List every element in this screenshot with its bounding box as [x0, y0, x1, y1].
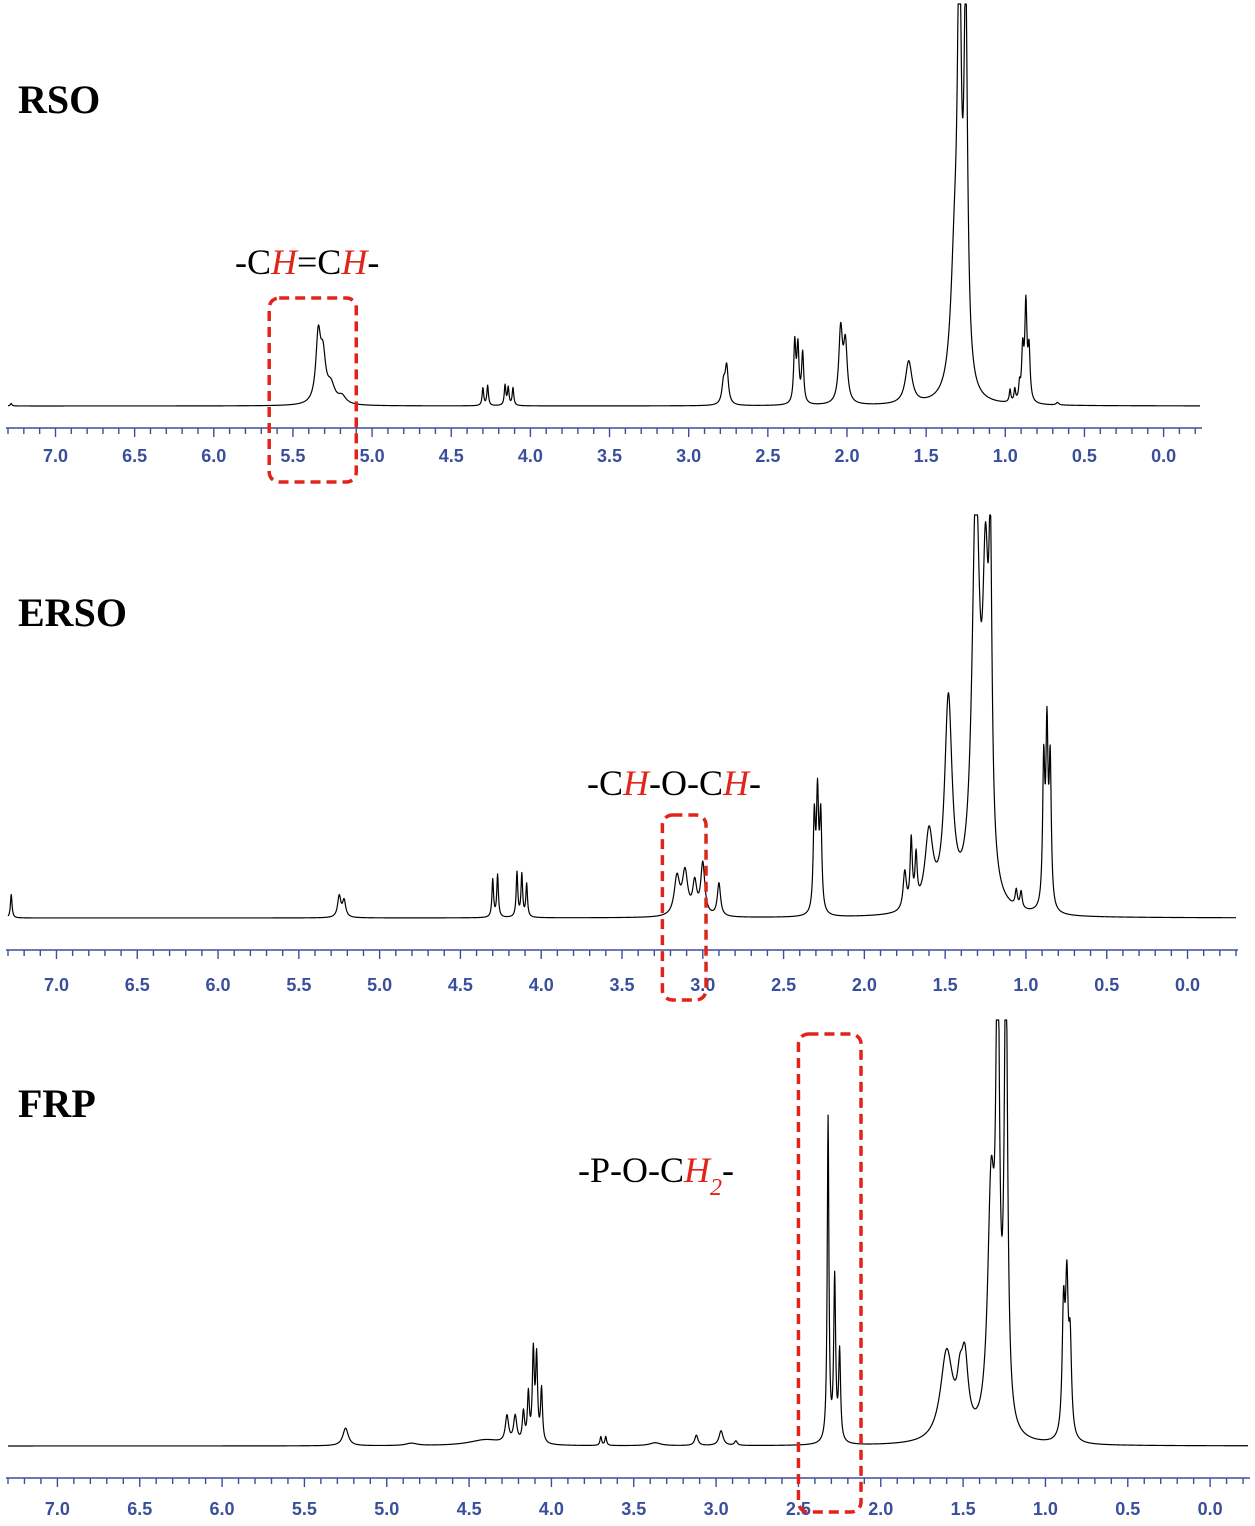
- x-tick-label: 5.0: [360, 446, 385, 466]
- x-tick-label: 5.0: [374, 1499, 399, 1519]
- x-tick-label: 5.5: [286, 975, 311, 995]
- x-tick-label: 1.0: [993, 446, 1018, 466]
- annotation-part: H: [340, 242, 369, 282]
- spectrum-title: RSO: [18, 77, 100, 122]
- annotation-part: 2: [710, 1175, 722, 1201]
- x-tick-label: 0.5: [1072, 446, 1097, 466]
- annotation-part: -: [749, 763, 761, 803]
- x-tick-label: 1.0: [1033, 1499, 1058, 1519]
- x-tick-label: 1.5: [951, 1499, 976, 1519]
- x-tick-label: 6.0: [201, 446, 226, 466]
- x-tick-label: 0.0: [1198, 1499, 1223, 1519]
- peak-annotation: -CH=CH-: [235, 242, 379, 282]
- x-tick-label: 4.0: [518, 446, 543, 466]
- x-tick-label: 5.5: [280, 446, 305, 466]
- annotation-part: -: [367, 242, 379, 282]
- x-tick-label: 1.5: [914, 446, 939, 466]
- x-tick-label: 3.0: [676, 446, 701, 466]
- x-tick-label: 0.5: [1094, 975, 1119, 995]
- x-tick-label: 3.5: [597, 446, 622, 466]
- peak-annotation: -CH-O-CH-: [587, 763, 761, 803]
- x-tick-label: 3.5: [609, 975, 634, 995]
- x-tick-label: 6.0: [206, 975, 231, 995]
- x-tick-label: 4.5: [439, 446, 464, 466]
- spectrum-trace: [7, 1019, 1249, 1447]
- peak-annotation: -P-O-CH2-: [578, 1150, 734, 1201]
- spectrum-title: FRP: [18, 1081, 96, 1126]
- frp-spectrum-panel: FRP 7.0 6.5 6.0 5.5 5.0 4.5 4.0 3.5 3.0 2.5 2.0 1.5 1…: [6, 1019, 1250, 1519]
- annotation-part: -: [722, 1150, 734, 1190]
- spectrum-title: ERSO: [18, 590, 127, 635]
- x-tick-label: 4.0: [529, 975, 554, 995]
- x-tick-label: 0.0: [1151, 446, 1176, 466]
- x-tick-label: 2.5: [786, 1499, 811, 1519]
- annotation-part: H: [270, 242, 299, 282]
- annotation-part: =C: [297, 242, 341, 282]
- x-tick-label: 6.5: [125, 975, 150, 995]
- annotation-part: -C: [587, 763, 623, 803]
- x-tick-label: 2.0: [852, 975, 877, 995]
- spectrum-trace: [7, 3, 1201, 407]
- x-tick-label: 2.5: [755, 446, 780, 466]
- x-tick-label: 1.0: [1013, 975, 1038, 995]
- annotation-part: -P-O-C: [578, 1150, 684, 1190]
- x-tick-label: 2.5: [771, 975, 796, 995]
- x-tick-label: 2.0: [868, 1499, 893, 1519]
- annotation-part: H: [683, 1150, 712, 1190]
- x-tick-label: 7.0: [44, 975, 69, 995]
- erso-spectrum-panel: ERSO 7.0 6.5 6.0 5.5 5.0 4.5 4.0 3.5 3.0 2.5 2.0 1.5…: [6, 514, 1238, 1002]
- x-tick-label: 4.5: [457, 1499, 482, 1519]
- x-tick-label: 2.0: [834, 446, 859, 466]
- highlight-box: [660, 813, 708, 1002]
- x-tick-label: 0.5: [1115, 1499, 1140, 1519]
- x-tick-label: 5.0: [367, 975, 392, 995]
- highlight-box: [267, 296, 359, 484]
- x-tick-label: 7.0: [45, 1499, 70, 1519]
- x-tick-label: 3.0: [704, 1499, 729, 1519]
- x-tick-label: 5.5: [292, 1499, 317, 1519]
- x-tick-label: 0.0: [1175, 975, 1200, 995]
- x-tick-label: 7.0: [43, 446, 68, 466]
- x-tick-label: 6.5: [127, 1499, 152, 1519]
- annotation-part: -O-C: [649, 763, 723, 803]
- highlight-box: [796, 1032, 863, 1514]
- spectrum-trace: [7, 514, 1237, 919]
- x-tick-label: 3.5: [621, 1499, 646, 1519]
- annotation-part: -C: [235, 242, 271, 282]
- x-tick-label: 4.5: [448, 975, 473, 995]
- x-tick-label: 3.0: [690, 975, 715, 995]
- rso-spectrum-panel: RSO 7.0 6.5 6.0 5.5 5.0 4.5 4.0 3.5 3.0 2.5 2.0 1.5 1…: [6, 3, 1202, 484]
- annotation-part: H: [722, 763, 751, 803]
- x-tick-label: 6.5: [122, 446, 147, 466]
- x-tick-label: 4.0: [539, 1499, 564, 1519]
- annotation-part: H: [622, 763, 651, 803]
- x-tick-label: 1.5: [933, 975, 958, 995]
- x-tick-label: 6.0: [210, 1499, 235, 1519]
